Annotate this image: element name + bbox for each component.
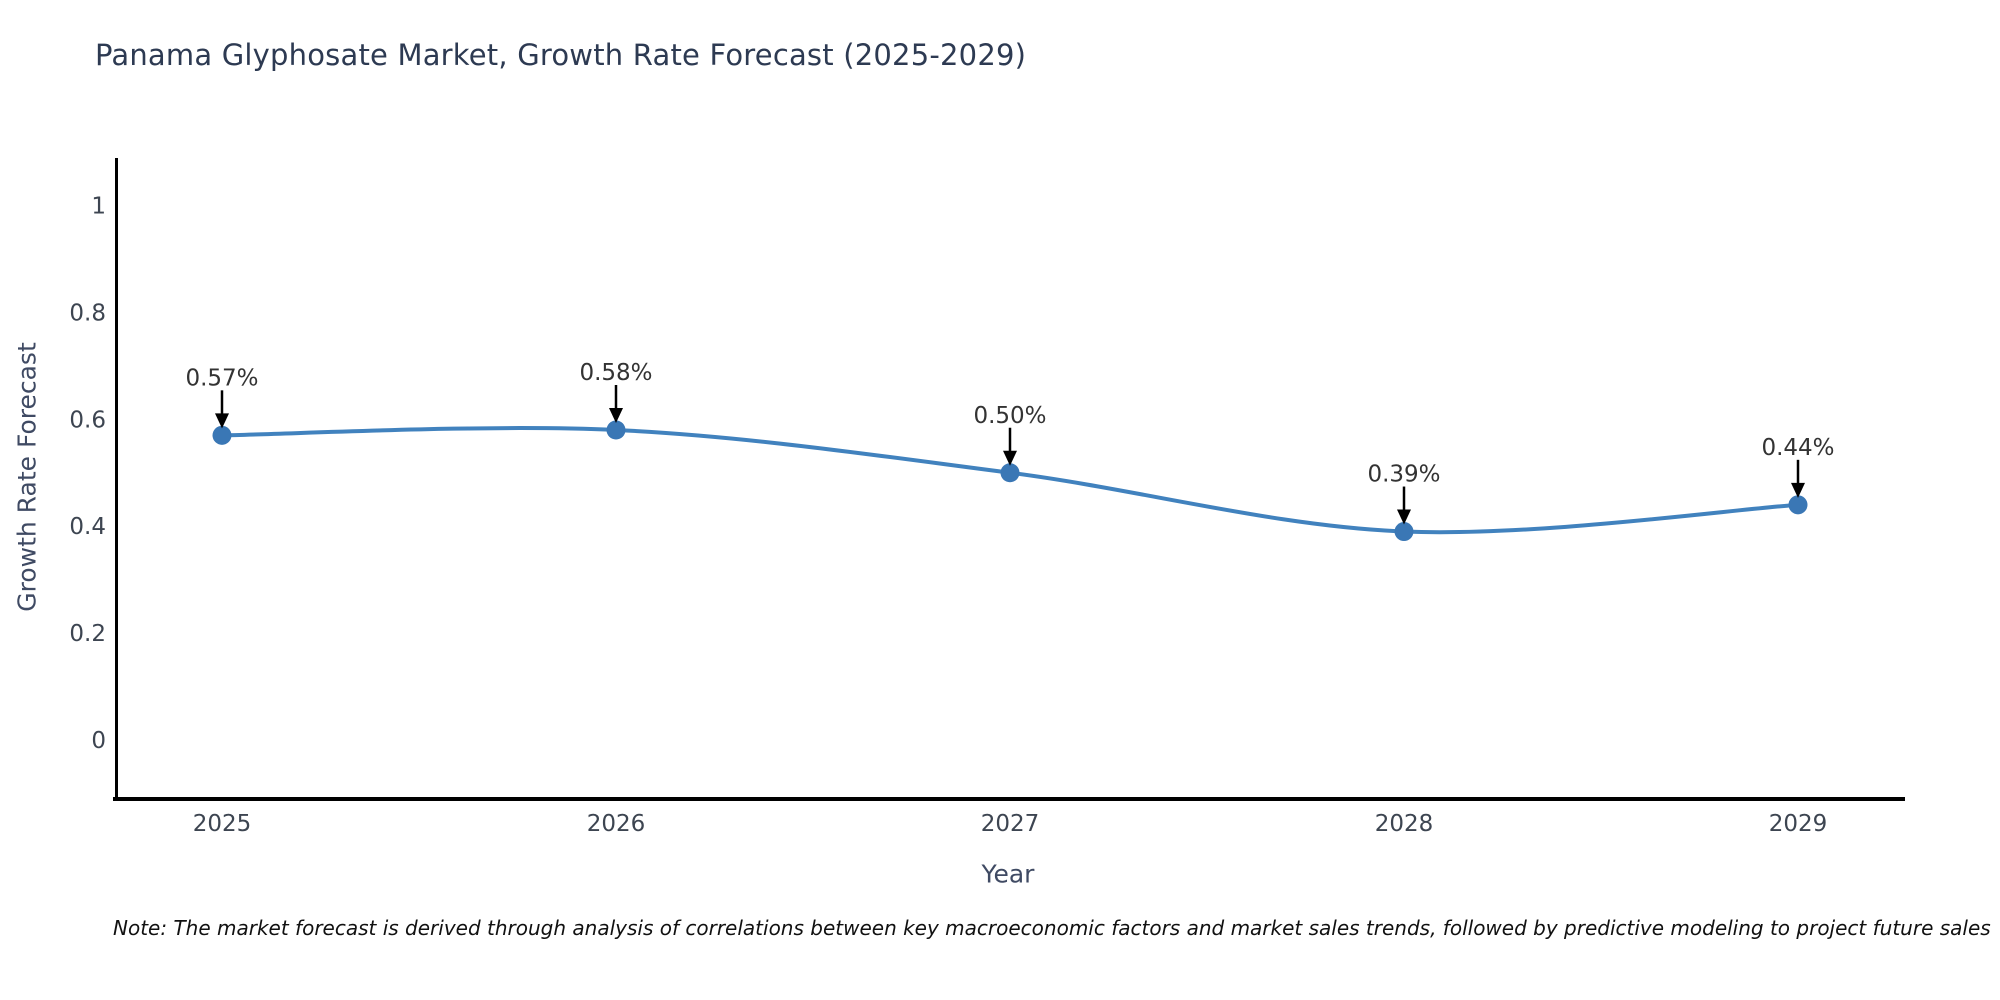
annotation-arrow-head	[215, 413, 229, 429]
data-point-label: 0.39%	[1367, 462, 1440, 488]
y-tick-label: 0.4	[69, 514, 106, 540]
data-point-marker	[1000, 463, 1020, 483]
data-point-marker	[606, 420, 626, 440]
y-tick-label: 0.2	[69, 621, 106, 647]
x-axis-title: Year	[981, 859, 1035, 889]
data-point-label: 0.44%	[1761, 435, 1834, 461]
x-tick-label: 2025	[193, 811, 252, 837]
data-point-label: 0.50%	[973, 403, 1046, 429]
x-tick-label: 2028	[1375, 811, 1434, 837]
x-tick-label: 2026	[587, 811, 646, 837]
annotation-arrow-head	[609, 407, 623, 423]
data-point-marker	[1394, 522, 1414, 542]
chart-title: Panama Glyphosate Market, Growth Rate Fo…	[95, 38, 1027, 72]
data-point-marker	[1788, 495, 1808, 515]
data-point-marker	[212, 425, 232, 445]
x-tick-label: 2029	[1769, 811, 1828, 837]
annotation-arrow-head	[1397, 509, 1411, 525]
x-tick-label: 2027	[981, 811, 1040, 837]
y-tick-label: 0	[91, 728, 106, 754]
footnote: Note: The market forecast is derived thr…	[113, 916, 1991, 940]
data-point-label: 0.58%	[579, 360, 652, 386]
y-axis-title: Growth Rate Forecast	[12, 342, 42, 612]
annotation-arrow-head	[1791, 482, 1805, 498]
y-tick-label: 0.8	[69, 300, 106, 326]
y-tick-label: 0.6	[69, 407, 106, 433]
data-point-label: 0.57%	[185, 365, 258, 391]
y-tick-label: 1	[91, 194, 106, 220]
annotation-arrow-head	[1003, 450, 1017, 466]
